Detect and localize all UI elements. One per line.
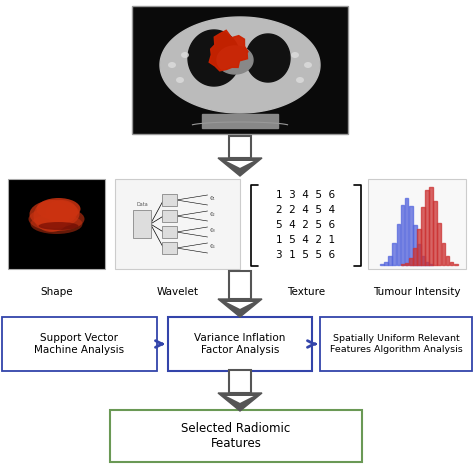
Ellipse shape: [304, 62, 312, 68]
Polygon shape: [413, 225, 417, 265]
FancyBboxPatch shape: [8, 179, 105, 269]
Polygon shape: [421, 207, 425, 265]
Polygon shape: [227, 396, 254, 403]
Polygon shape: [442, 243, 445, 265]
Polygon shape: [429, 264, 433, 265]
FancyBboxPatch shape: [320, 317, 472, 371]
Polygon shape: [229, 370, 251, 393]
Polygon shape: [417, 244, 421, 265]
Polygon shape: [229, 136, 251, 158]
Polygon shape: [218, 393, 262, 411]
Text: Selected Radiomic
Features: Selected Radiomic Features: [182, 422, 291, 450]
Ellipse shape: [291, 52, 299, 58]
Polygon shape: [397, 224, 401, 265]
Polygon shape: [401, 205, 404, 265]
Text: Tumour Intensity: Tumour Intensity: [373, 287, 461, 297]
FancyBboxPatch shape: [162, 194, 177, 206]
Polygon shape: [188, 30, 240, 86]
Text: 5  4  2  5  6: 5 4 2 5 6: [276, 220, 336, 230]
Polygon shape: [229, 271, 251, 299]
FancyBboxPatch shape: [162, 226, 177, 238]
Text: Φ₄: Φ₄: [210, 244, 215, 249]
Text: Data: Data: [137, 202, 148, 207]
Polygon shape: [392, 243, 396, 265]
Polygon shape: [433, 201, 437, 265]
Polygon shape: [160, 17, 320, 113]
Polygon shape: [384, 262, 388, 265]
Text: 2  2  4  5  4: 2 2 4 5 4: [276, 205, 336, 215]
FancyBboxPatch shape: [134, 210, 152, 238]
Text: Support Vector
Machine Analysis: Support Vector Machine Analysis: [35, 333, 125, 355]
Polygon shape: [413, 247, 417, 265]
Text: Spatially Uniform Relevant
Features Algorithm Analysis: Spatially Uniform Relevant Features Algo…: [329, 334, 462, 354]
FancyBboxPatch shape: [162, 242, 177, 254]
Polygon shape: [209, 30, 248, 71]
Polygon shape: [405, 198, 409, 265]
Polygon shape: [246, 34, 290, 82]
FancyBboxPatch shape: [110, 410, 362, 462]
Polygon shape: [388, 256, 392, 265]
FancyBboxPatch shape: [132, 6, 348, 134]
Ellipse shape: [34, 200, 70, 232]
Ellipse shape: [38, 222, 79, 230]
Ellipse shape: [181, 52, 189, 58]
Text: 1  3  4  5  6: 1 3 4 5 6: [276, 190, 336, 200]
Polygon shape: [454, 264, 457, 265]
Ellipse shape: [168, 62, 176, 68]
Polygon shape: [405, 263, 409, 265]
FancyBboxPatch shape: [115, 179, 240, 269]
Polygon shape: [227, 161, 254, 168]
Ellipse shape: [28, 207, 84, 231]
FancyBboxPatch shape: [368, 179, 466, 269]
Polygon shape: [425, 262, 429, 265]
FancyBboxPatch shape: [2, 317, 157, 371]
Polygon shape: [380, 264, 384, 265]
Polygon shape: [421, 256, 425, 265]
Text: 1  5  4  2  1: 1 5 4 2 1: [276, 235, 336, 245]
FancyBboxPatch shape: [162, 210, 177, 222]
Polygon shape: [409, 258, 412, 265]
Polygon shape: [227, 302, 254, 309]
FancyBboxPatch shape: [168, 317, 312, 371]
Text: Texture: Texture: [287, 287, 325, 297]
Polygon shape: [409, 206, 412, 265]
Ellipse shape: [36, 198, 81, 220]
Ellipse shape: [29, 200, 80, 228]
Text: Φ₃: Φ₃: [210, 228, 215, 233]
Text: Φ₂: Φ₂: [210, 212, 215, 217]
Text: Variance Inflation
Factor Analysis: Variance Inflation Factor Analysis: [194, 333, 286, 355]
Polygon shape: [202, 114, 278, 128]
Polygon shape: [429, 187, 433, 265]
Ellipse shape: [30, 214, 82, 234]
Polygon shape: [218, 158, 262, 176]
Polygon shape: [425, 190, 429, 265]
Text: Wavelet: Wavelet: [156, 287, 199, 297]
Polygon shape: [401, 264, 404, 265]
Ellipse shape: [46, 200, 78, 224]
Ellipse shape: [296, 77, 304, 83]
Text: Φ₁: Φ₁: [210, 196, 215, 201]
Polygon shape: [450, 262, 454, 265]
Polygon shape: [218, 299, 262, 317]
Text: 3  1  5  5  6: 3 1 5 5 6: [276, 250, 336, 260]
Ellipse shape: [176, 77, 184, 83]
Polygon shape: [446, 256, 449, 265]
Polygon shape: [417, 229, 421, 265]
Text: Shape: Shape: [40, 287, 73, 297]
Polygon shape: [438, 223, 441, 265]
Polygon shape: [217, 46, 253, 74]
